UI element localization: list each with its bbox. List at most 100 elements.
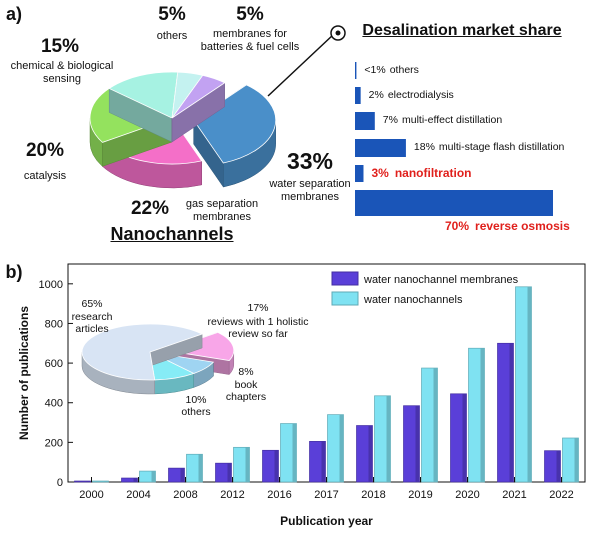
x-tick-label: 2012 — [220, 489, 244, 501]
bar-shade — [433, 368, 438, 482]
value-label: <1% — [364, 64, 386, 76]
category-label: reverse osmosis — [475, 219, 570, 233]
pie-category-label: book chapters — [225, 379, 267, 404]
pie-value-label: 20% — [25, 140, 65, 161]
bar-shade — [321, 441, 326, 482]
connector — [267, 33, 335, 97]
pie-value-label: 65% — [81, 298, 103, 310]
panel-label: a) — [5, 4, 23, 24]
bar-shade — [556, 450, 561, 482]
x-tick-label: 2019 — [408, 489, 432, 501]
x-tick-label: 2004 — [126, 489, 150, 501]
bar-shade — [245, 447, 250, 482]
bar-label: 18% multi-stage flash distillation — [414, 141, 565, 153]
bar — [355, 112, 375, 130]
x-tick-label: 2016 — [267, 489, 291, 501]
legend-swatch — [331, 291, 359, 306]
bar-shade — [292, 423, 297, 482]
value-label: 3% — [371, 166, 389, 180]
value-label: 18% — [413, 141, 435, 153]
bar-shade — [104, 481, 109, 482]
bar-label: <1% others — [364, 64, 419, 76]
bar-shade — [151, 471, 156, 482]
x-axis-title: Publication year — [280, 514, 373, 528]
pie-slice — [171, 74, 226, 119]
x-tick-label: 2017 — [314, 489, 338, 501]
y-tick-label: 1000 — [39, 279, 63, 291]
bar-shade — [386, 395, 391, 482]
bar-label: 3% nanofiltration — [371, 166, 472, 181]
bar — [355, 87, 361, 104]
bar-shade — [274, 450, 279, 482]
pie-category-label: reviews with 1 holistic review so far — [207, 316, 309, 341]
bar-shade — [480, 348, 485, 482]
x-tick-label: 2020 — [455, 489, 479, 501]
bar — [355, 62, 357, 79]
pie-value-label: 8% — [238, 366, 254, 378]
bar-shade — [574, 438, 579, 482]
legend-label: water nanochannels — [363, 294, 463, 306]
pie-slice — [108, 71, 179, 119]
x-tick-label: 2000 — [79, 489, 103, 501]
y-tick-label: 200 — [45, 437, 63, 449]
connector-dot — [335, 30, 341, 36]
bar — [355, 139, 406, 157]
bar-shade — [527, 286, 532, 482]
bar-shade — [368, 425, 373, 482]
pie-value-label: 10% — [185, 394, 207, 406]
panel-label: b) — [5, 262, 23, 282]
chart-title: Desalination market share — [362, 22, 562, 39]
bar-shade — [86, 481, 91, 482]
bar-label: 7% multi-effect distillation — [383, 114, 502, 126]
y-axis-title: Number of publications — [17, 306, 31, 440]
bar-label: 70% reverse osmosis — [445, 219, 570, 234]
category-label: multi-effect distillation — [401, 114, 503, 126]
bar-shade — [180, 468, 185, 482]
value-label: 7% — [382, 114, 398, 126]
value-label: 2% — [368, 89, 384, 101]
category-label: electrodialysis — [387, 89, 454, 101]
x-tick-label: 2008 — [173, 489, 197, 501]
pie-category-label: others — [181, 406, 211, 418]
y-tick-label: 400 — [45, 398, 63, 410]
bar-shade — [198, 454, 203, 482]
pie-category-label: water separation membranes — [269, 178, 351, 203]
pie-value-label: 5% — [158, 4, 186, 25]
pie-value-label: 5% — [236, 4, 264, 25]
pie-category-label: gas separation membranes — [185, 198, 259, 223]
y-tick-label: 800 — [45, 318, 63, 330]
pie-slice — [81, 323, 204, 381]
pie-value-label: 22% — [130, 198, 170, 219]
pie-title: Nanochannels — [110, 224, 234, 244]
bar-label: 2% electrodialysis — [369, 89, 454, 101]
y-tick-label: 0 — [57, 477, 63, 489]
x-tick-label: 2018 — [361, 489, 385, 501]
bar-shade — [133, 478, 138, 482]
pie-value-label: 33% — [286, 148, 334, 174]
pie-category-label: chemical & biological sensing — [10, 60, 114, 85]
category-label: others — [389, 64, 419, 76]
bar — [355, 165, 364, 182]
y-tick-label: 600 — [45, 358, 63, 370]
category-label: multi-stage flash distillation — [438, 141, 565, 153]
x-tick-label: 2022 — [549, 489, 573, 501]
legend-swatch — [331, 271, 359, 286]
legend-label: water nanochannel membranes — [363, 274, 519, 286]
pie-value-label: 17% — [247, 302, 269, 314]
pie-category-label: research articles — [71, 311, 113, 336]
pie-category-label: others — [156, 30, 188, 42]
x-tick-label: 2021 — [502, 489, 526, 501]
pie-slice — [193, 84, 277, 164]
bar-shade — [227, 463, 232, 482]
value-label: 70% — [445, 219, 470, 233]
bar-shade — [509, 343, 514, 482]
bar-shade — [339, 414, 344, 482]
bar-shade — [415, 405, 420, 482]
category-label: nanofiltration — [394, 166, 472, 180]
pie-value-label: 15% — [40, 36, 80, 57]
pie-category-label: membranes for batteries & fuel cells — [200, 28, 300, 53]
bar-shade — [462, 393, 467, 482]
pie-category-label: catalysis — [23, 170, 67, 182]
